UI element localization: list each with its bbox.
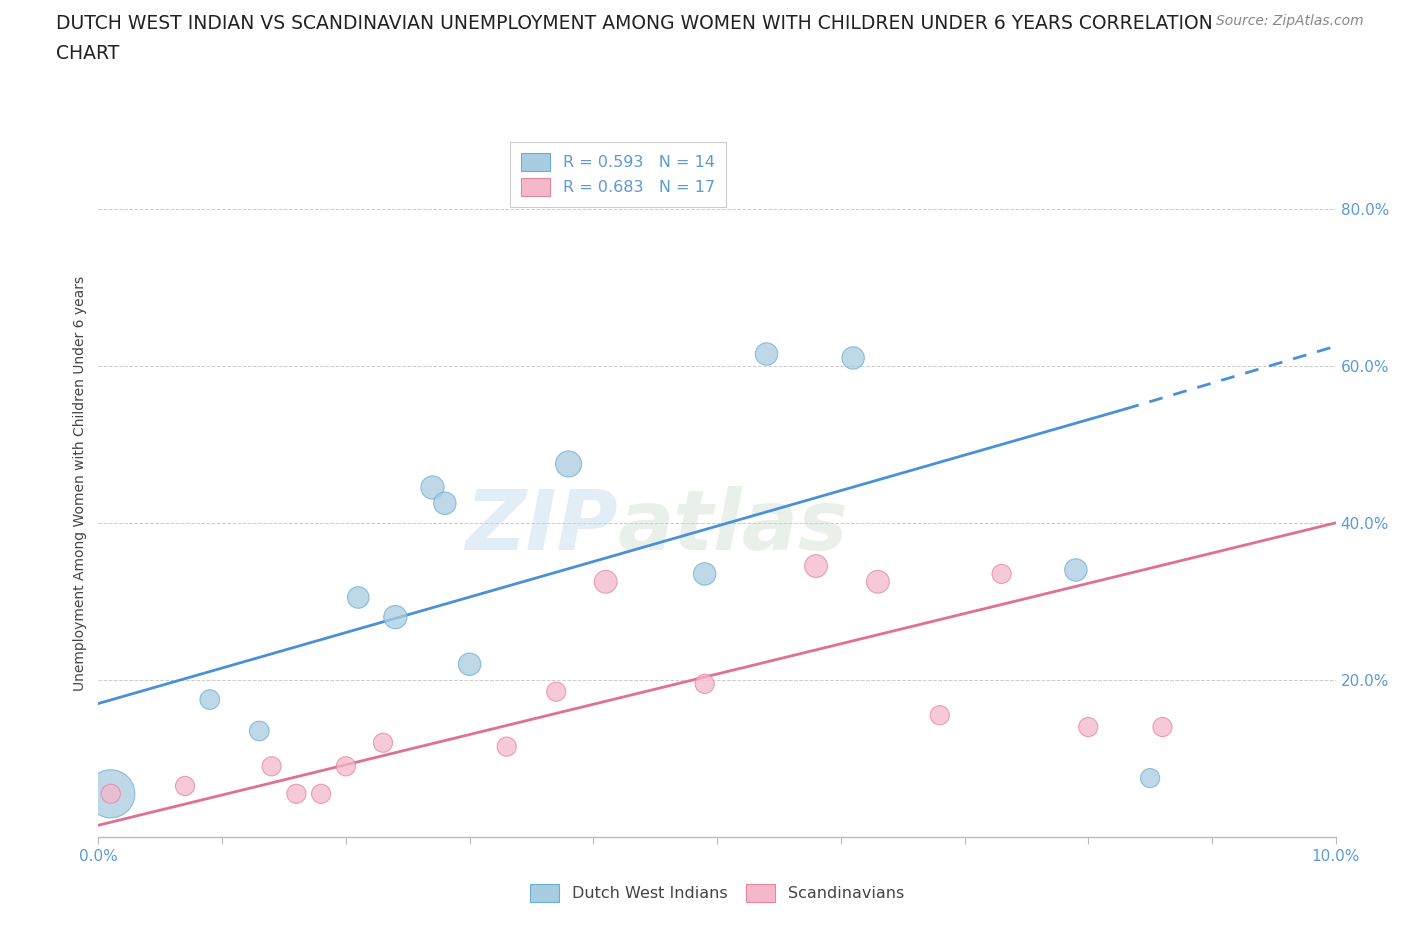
Point — [693, 676, 716, 691]
Point — [693, 566, 716, 581]
Text: Source: ZipAtlas.com: Source: ZipAtlas.com — [1216, 14, 1364, 28]
Point — [198, 692, 221, 707]
Point — [433, 496, 456, 511]
Point — [1139, 771, 1161, 786]
Point — [335, 759, 357, 774]
Text: atlas: atlas — [619, 485, 849, 566]
Text: ZIP: ZIP — [465, 485, 619, 566]
Point — [285, 787, 308, 802]
Point — [495, 739, 517, 754]
Point — [595, 575, 617, 590]
Point — [371, 736, 394, 751]
Point — [247, 724, 270, 738]
Point — [309, 787, 332, 802]
Point — [1064, 563, 1087, 578]
Point — [546, 684, 568, 699]
Point — [1152, 720, 1174, 735]
Point — [990, 566, 1012, 581]
Point — [557, 457, 579, 472]
Point — [260, 759, 283, 774]
Point — [100, 787, 122, 802]
Point — [458, 657, 481, 671]
Point — [842, 351, 865, 365]
Y-axis label: Unemployment Among Women with Children Under 6 years: Unemployment Among Women with Children U… — [73, 276, 87, 691]
Point — [1077, 720, 1099, 735]
Legend: Dutch West Indians, Scandinavians: Dutch West Indians, Scandinavians — [522, 876, 912, 910]
Point — [866, 575, 889, 590]
Point — [422, 480, 444, 495]
Point — [804, 559, 827, 574]
Point — [755, 347, 778, 362]
Text: CHART: CHART — [56, 44, 120, 62]
Point — [347, 590, 370, 604]
Point — [928, 708, 950, 723]
Point — [174, 778, 197, 793]
Point — [100, 787, 122, 802]
Point — [384, 610, 406, 625]
Text: DUTCH WEST INDIAN VS SCANDINAVIAN UNEMPLOYMENT AMONG WOMEN WITH CHILDREN UNDER 6: DUTCH WEST INDIAN VS SCANDINAVIAN UNEMPL… — [56, 14, 1213, 33]
